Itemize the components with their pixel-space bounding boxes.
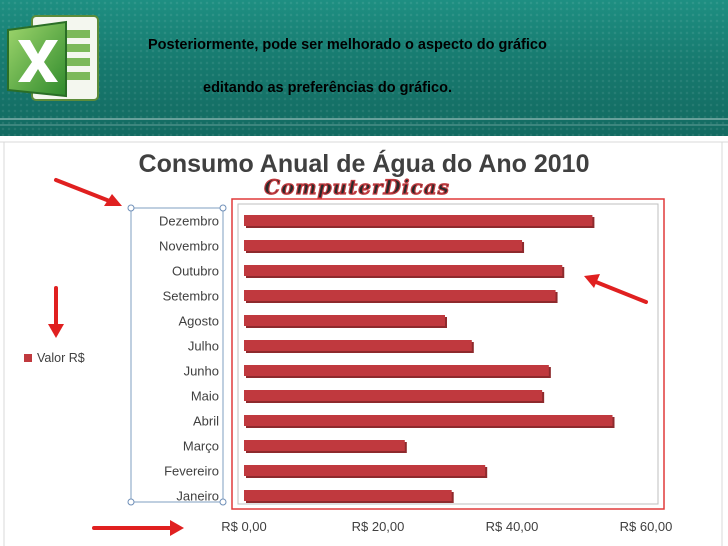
bar-outubro[interactable]: [244, 265, 563, 276]
category-label: Maio: [191, 389, 219, 404]
plot-area: [237, 203, 659, 505]
bar-fevereiro[interactable]: [244, 465, 486, 476]
chart-watermark: ComputerDicas: [264, 175, 450, 199]
category-label: Agosto: [179, 314, 219, 329]
selection-handles[interactable]: [127, 204, 227, 506]
header-text-line1: Posteriormente, pode ser melhorado o asp…: [148, 37, 547, 53]
bar-janeiro[interactable]: [244, 490, 452, 501]
bar-setembro[interactable]: [244, 290, 556, 301]
bar-dezembro[interactable]: [244, 215, 593, 226]
category-axis-selection[interactable]: [130, 207, 224, 503]
header-text-line2: editando as preferências do gráfico.: [203, 80, 452, 96]
chart-title: Consumo Anual de Água do Ano 2010: [139, 149, 590, 178]
x-tick-label: R$ 20,00: [352, 519, 405, 534]
category-label: Setembro: [163, 289, 219, 304]
bar-agosto[interactable]: [244, 315, 445, 326]
red-arrow-icon: [54, 178, 122, 206]
bar-junho[interactable]: [244, 365, 549, 376]
x-axis-labels: R$ 0,00 R$ 20,00 R$ 40,00 R$ 60,00: [221, 519, 672, 534]
category-label: Dezembro: [159, 214, 219, 229]
slide-header: Posteriormente, pode ser melhorado o asp…: [0, 0, 728, 136]
red-arrow-icon: [92, 520, 184, 536]
header-divider: [0, 118, 728, 120]
plot-area-selection[interactable]: [231, 198, 665, 510]
category-label: Janeiro: [176, 489, 219, 504]
chart-area: Consumo Anual de Água do Ano 2010 Comput…: [0, 138, 728, 546]
x-tick-label: R$ 60,00: [620, 519, 673, 534]
x-tick-label: R$ 40,00: [486, 519, 539, 534]
bar-abril[interactable]: [244, 415, 613, 426]
bar-julho[interactable]: [244, 340, 472, 351]
category-label: Março: [183, 439, 219, 454]
category-label: Junho: [184, 364, 219, 379]
legend-label: Valor R$: [37, 351, 85, 365]
bar-novembro[interactable]: [244, 240, 523, 251]
header-divider-2: [0, 124, 728, 126]
category-labels: Dezembro Novembro Outubro Setembro Agosto Jul…: [159, 214, 219, 504]
category-label: Abril: [193, 414, 219, 429]
bar-março[interactable]: [244, 440, 405, 451]
bar-series: [244, 215, 615, 503]
x-tick-label: R$ 0,00: [221, 519, 267, 534]
category-label: Outubro: [172, 264, 219, 279]
legend-swatch: [24, 354, 32, 362]
excel-icon: [7, 15, 99, 101]
category-label: Novembro: [159, 239, 219, 254]
red-arrow-icon: [584, 274, 648, 304]
category-label: Julho: [188, 339, 219, 354]
bar-chart: Consumo Anual de Água do Ano 2010 Comput…: [0, 141, 728, 546]
red-arrow-icon: [48, 286, 64, 338]
category-label: Fevereiro: [164, 464, 219, 479]
header-texture: [0, 0, 728, 136]
bar-maio[interactable]: [244, 390, 543, 401]
